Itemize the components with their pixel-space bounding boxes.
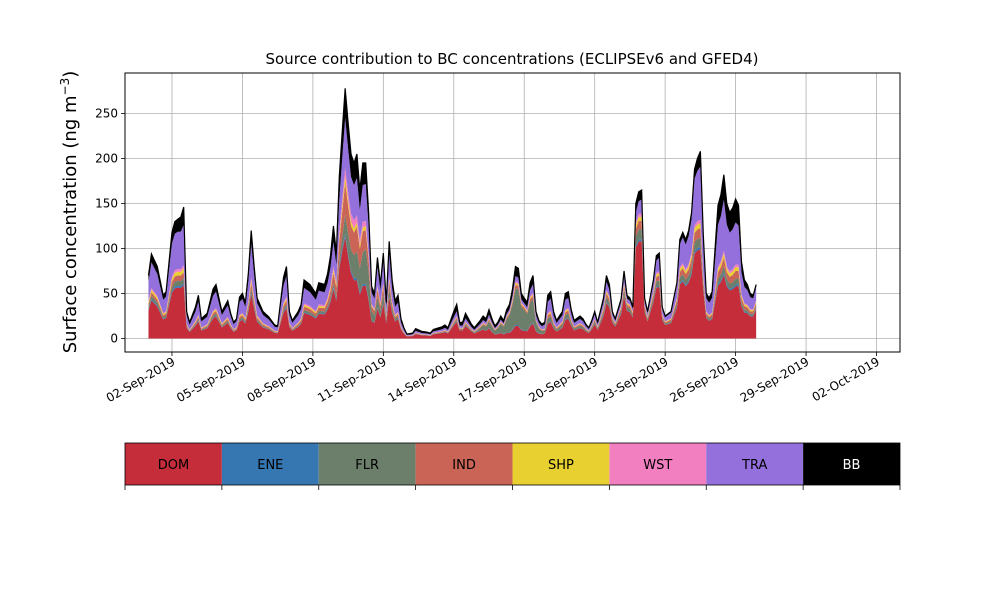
stacked-area-layer — [147, 88, 757, 339]
plot-frame — [124, 72, 901, 353]
x-tick-label: 29-Sep-2019 — [738, 354, 812, 405]
y-tick-label: 0 — [110, 332, 118, 346]
y-axis-label-main: Surface concentration (ng m — [60, 95, 81, 353]
legend-swatch-ene — [221, 443, 319, 485]
y-tick-label: 150 — [95, 197, 118, 211]
area-flr — [148, 214, 757, 337]
y-tick-label: 100 — [95, 242, 118, 256]
x-tick-label: 02-Oct-2019 — [810, 354, 882, 404]
x-tick-label: 11-Sep-2019 — [315, 354, 389, 405]
axes-layer: 0 50 100 150 200 250 02-Sep-201905-Sep-201908-… — [95, 72, 901, 405]
legend-swatch-bb — [803, 443, 900, 485]
y-tick-label: 200 — [95, 152, 118, 166]
legend-label-ene: ENE — [257, 458, 283, 473]
legend-swatch-dom — [125, 443, 222, 485]
legend-swatch-ind — [415, 443, 513, 485]
x-tick-label: 08-Sep-2019 — [245, 354, 319, 405]
legend-label-flr: FLR — [355, 458, 379, 473]
x-tick-label: 02-Sep-2019 — [104, 354, 178, 405]
legend-label-tra: TRA — [741, 458, 767, 473]
legend-swatch-flr — [318, 443, 416, 485]
total-outline — [147, 88, 757, 335]
legend-label-shp: SHP — [548, 458, 574, 473]
legend-frame — [124, 442, 901, 486]
x-tick-label: 05-Sep-2019 — [174, 354, 248, 405]
area-tra — [148, 117, 757, 336]
x-tick-label: 17-Sep-2019 — [456, 354, 530, 405]
legend-swatch-tra — [706, 443, 804, 485]
x-tick-label: 23-Sep-2019 — [597, 354, 671, 405]
chart-title: Source contribution to BC concentrations… — [265, 50, 758, 68]
legend-label-ind: IND — [452, 458, 476, 473]
x-tick-label: 20-Sep-2019 — [526, 354, 600, 405]
y-axis-label-superscript: −3 — [58, 78, 72, 96]
y-tick-label: 50 — [103, 287, 118, 301]
grid-layer — [125, 73, 900, 352]
legend-label-wst: WST — [643, 458, 672, 473]
y-tick-label: 250 — [95, 107, 118, 121]
legend-label-bb: BB — [843, 458, 861, 473]
y-axis-label-close: ) — [60, 71, 81, 78]
x-tick-label: 26-Sep-2019 — [667, 354, 741, 405]
legend-label-dom: DOM — [158, 458, 189, 473]
x-tick-label: 14-Sep-2019 — [386, 354, 460, 405]
legend-swatch-wst — [609, 443, 707, 485]
area-dom — [148, 237, 757, 339]
legend-swatch-shp — [512, 443, 610, 485]
legend-colorbar: DOM ENE FLR IND SHP WST TRA BB — [124, 442, 901, 490]
y-axis-label: Surface concentration (ng m−3) — [58, 71, 81, 354]
